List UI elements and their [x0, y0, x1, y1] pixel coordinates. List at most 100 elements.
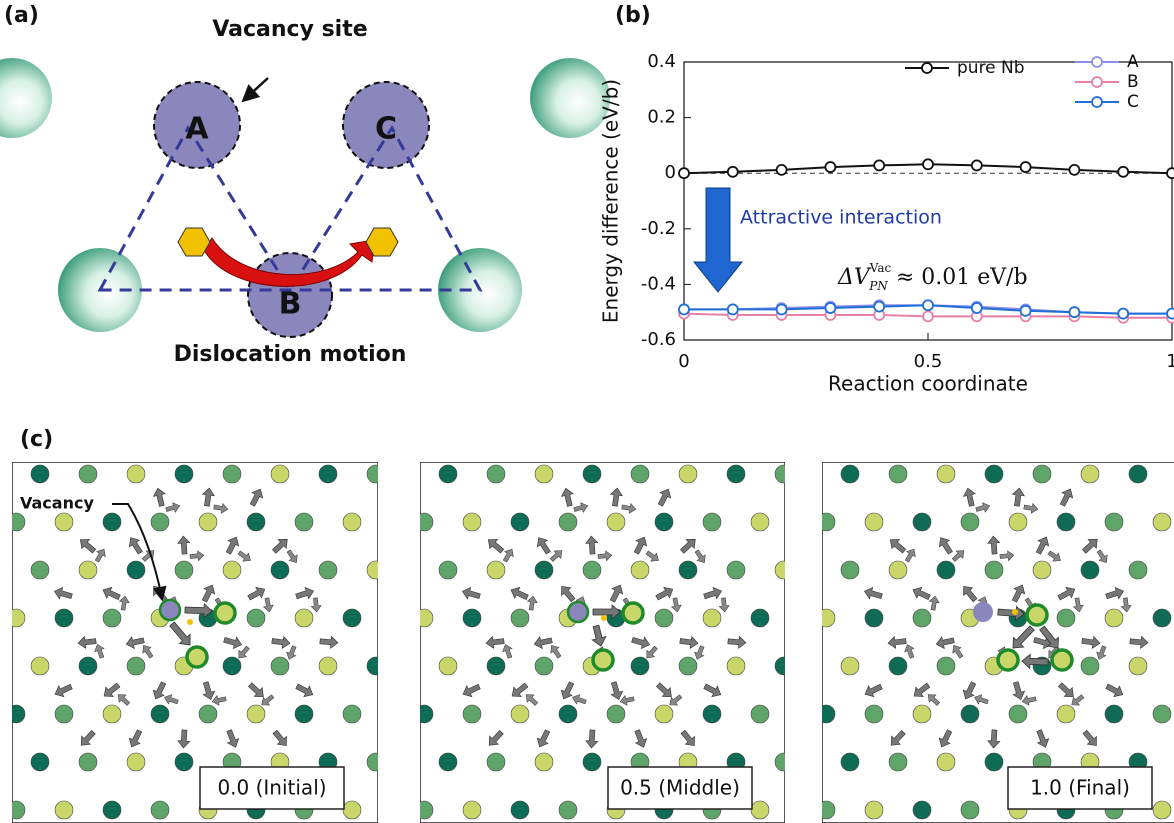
- atom: [79, 561, 97, 579]
- atom: [127, 561, 145, 579]
- atom: [655, 513, 673, 531]
- atom: [841, 465, 859, 483]
- atom: [865, 705, 883, 723]
- atom: [1153, 513, 1171, 531]
- atom: [631, 465, 649, 483]
- atom: [7, 801, 25, 819]
- atom: [415, 801, 433, 819]
- x-tick-label: 0: [678, 351, 689, 372]
- atom: [55, 513, 73, 531]
- atom: [703, 513, 721, 531]
- atom: [679, 561, 697, 579]
- formula-sup: Vac: [869, 261, 892, 275]
- atom: [391, 609, 409, 627]
- attraction-arrow: [694, 188, 742, 292]
- atom: [865, 609, 883, 627]
- atom: [199, 513, 217, 531]
- atom: [817, 609, 835, 627]
- atom: [271, 465, 289, 483]
- formula-base: ΔV: [837, 265, 872, 290]
- atom: [607, 705, 625, 723]
- x-tick-label: 1: [1166, 351, 1174, 372]
- atom: [793, 561, 811, 579]
- atom: [631, 561, 649, 579]
- atom: [913, 513, 931, 531]
- legend-label: pure Nb: [957, 58, 1025, 78]
- atom: [367, 753, 385, 771]
- atom: [799, 705, 817, 723]
- panel-c: (c) 0.0 (Initial)0.5 (Middle)1.0 (Final)…: [0, 427, 1174, 823]
- atom: [913, 801, 931, 819]
- atom: [103, 513, 121, 531]
- atom: [1033, 561, 1051, 579]
- marker: [777, 304, 787, 314]
- atom: [247, 513, 265, 531]
- atom: [127, 753, 145, 771]
- atom: [79, 753, 97, 771]
- atom: [1153, 609, 1171, 627]
- atom: [937, 657, 955, 675]
- atom: [415, 705, 433, 723]
- atom: [865, 801, 883, 819]
- atom: [31, 753, 49, 771]
- marker: [825, 303, 835, 313]
- atom: [103, 801, 121, 819]
- atom: [1009, 513, 1027, 531]
- highlighted-atom: [593, 650, 613, 670]
- atom: [0, 657, 1, 675]
- marker: [1167, 168, 1174, 178]
- vacancy: [973, 602, 993, 622]
- marker: [679, 168, 689, 178]
- atom: [151, 705, 169, 723]
- atom: [391, 465, 409, 483]
- atom: [175, 753, 193, 771]
- atom: [559, 801, 577, 819]
- atom: [559, 513, 577, 531]
- panel-label: (b): [615, 3, 651, 28]
- atom: [55, 705, 73, 723]
- atom: [511, 609, 529, 627]
- atom: [751, 801, 769, 819]
- marker: [1021, 306, 1031, 316]
- atom: [1153, 801, 1171, 819]
- y-tick-label: -0.6: [641, 329, 676, 350]
- atom: [679, 657, 697, 675]
- atom: [223, 657, 241, 675]
- atom: [343, 513, 361, 531]
- legend-label: C: [1127, 92, 1139, 112]
- atom: [1057, 705, 1075, 723]
- atom: [775, 561, 793, 579]
- atom: [535, 753, 553, 771]
- atom: [937, 753, 955, 771]
- panel-label: (c): [20, 427, 53, 452]
- atom: [1105, 609, 1123, 627]
- atom: [127, 465, 145, 483]
- atom: [271, 561, 289, 579]
- marker: [1118, 167, 1128, 177]
- atom: [0, 561, 1, 579]
- annotation: Attractive interaction: [740, 207, 942, 229]
- atom: [295, 705, 313, 723]
- atom: [439, 465, 457, 483]
- atom: [55, 801, 73, 819]
- atom: [937, 465, 955, 483]
- atom: [271, 657, 289, 675]
- site-label: C: [375, 112, 397, 147]
- atom: [1009, 705, 1027, 723]
- atom: [775, 465, 793, 483]
- vacancy: [160, 600, 180, 620]
- atom: [679, 465, 697, 483]
- marker: [1069, 307, 1079, 317]
- pointer: [244, 78, 268, 100]
- highlighted-atom: [623, 603, 643, 623]
- atom: [889, 561, 907, 579]
- atom: [367, 657, 385, 675]
- atom: [0, 465, 1, 483]
- atom: [1153, 705, 1171, 723]
- atom: [343, 705, 361, 723]
- legend-marker: [1092, 57, 1102, 67]
- y-tick-label: -0.4: [641, 273, 676, 294]
- y-axis-label: Energy difference (eV/b): [599, 79, 623, 323]
- atom: [55, 609, 73, 627]
- atom: [367, 465, 385, 483]
